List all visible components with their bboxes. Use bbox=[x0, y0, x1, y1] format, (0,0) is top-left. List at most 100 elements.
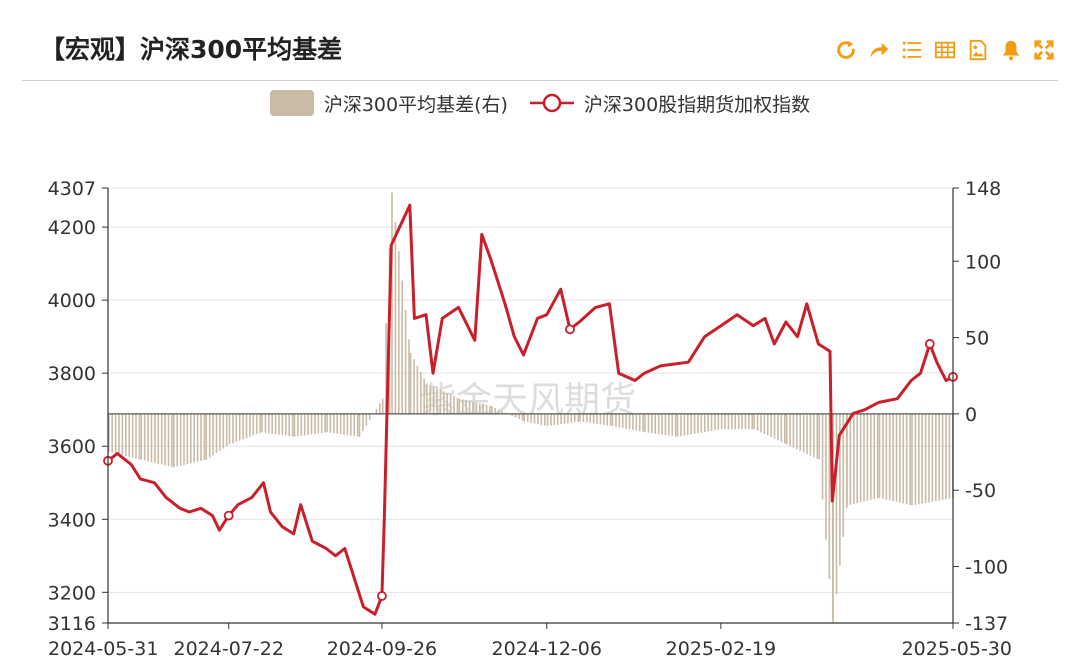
basis-bar bbox=[813, 413, 815, 458]
basis-bar bbox=[579, 413, 581, 422]
basis-bar bbox=[888, 413, 891, 501]
x-tick-label: 2024-12-06 bbox=[492, 638, 602, 660]
basis-bar bbox=[362, 413, 364, 432]
basis-bar bbox=[611, 413, 614, 427]
basis-bar bbox=[945, 413, 947, 500]
basis-bar bbox=[494, 407, 497, 414]
basis-bar bbox=[821, 413, 824, 500]
basis-bar bbox=[668, 413, 670, 436]
legend-item-basis[interactable]: 沪深300平均基差(右) bbox=[269, 90, 508, 117]
basis-bar bbox=[553, 413, 556, 426]
y-right-tick-label: -137 bbox=[965, 613, 1008, 635]
basis-bar bbox=[252, 413, 255, 436]
basis-bar bbox=[596, 413, 598, 424]
x-tick-label: 2024-09-26 bbox=[327, 638, 437, 660]
basis-bar bbox=[300, 413, 303, 436]
x-tick-label: 2025-02-19 bbox=[666, 638, 776, 660]
basis-bar bbox=[866, 413, 869, 501]
bell-icon[interactable] bbox=[999, 38, 1023, 62]
basis-bar bbox=[686, 413, 689, 436]
basis-bar bbox=[401, 280, 404, 414]
basis-bar bbox=[727, 413, 730, 430]
basis-bar bbox=[491, 406, 493, 414]
basis-bar bbox=[592, 413, 595, 424]
y-left-tick-label: 4000 bbox=[48, 290, 96, 312]
expand-icon[interactable] bbox=[1032, 38, 1056, 62]
basis-bar bbox=[219, 413, 221, 451]
basis-bar bbox=[118, 413, 120, 455]
basis-bar bbox=[228, 413, 231, 445]
basis-bar bbox=[905, 413, 908, 505]
basis-bar bbox=[780, 413, 783, 442]
basis-bar bbox=[281, 413, 284, 436]
basis-bar bbox=[346, 413, 349, 436]
basis-bar bbox=[121, 413, 124, 456]
basis-bar bbox=[895, 413, 898, 502]
basis-bar bbox=[676, 413, 679, 437]
list-icon[interactable] bbox=[900, 38, 924, 62]
basis-bar bbox=[693, 413, 696, 434]
refresh-icon[interactable] bbox=[834, 38, 858, 62]
basis-bar bbox=[586, 413, 588, 423]
basis-bar bbox=[918, 413, 920, 505]
basis-bar bbox=[449, 394, 452, 414]
basis-bar bbox=[475, 402, 478, 414]
basis-bar bbox=[303, 413, 306, 436]
basis-bar bbox=[271, 413, 274, 434]
page-title: 【宏观】沪深300平均基差 bbox=[40, 35, 343, 64]
basis-bar bbox=[556, 413, 559, 425]
basis-bar bbox=[724, 413, 726, 430]
basis-bar bbox=[150, 413, 153, 463]
basis-bar bbox=[796, 413, 798, 450]
basis-bar bbox=[720, 413, 723, 430]
basis-bar bbox=[792, 413, 795, 448]
basis-bar bbox=[404, 309, 407, 414]
basis-bar bbox=[336, 413, 339, 434]
basis-bar bbox=[419, 372, 422, 414]
basis-bar bbox=[398, 251, 400, 414]
basis-bar bbox=[131, 413, 134, 458]
basis-bar bbox=[242, 413, 244, 440]
index-line bbox=[107, 203, 954, 616]
basis-bar bbox=[710, 413, 713, 431]
basis-bar bbox=[632, 413, 634, 430]
basis-bar bbox=[429, 384, 432, 414]
basis-bar bbox=[317, 413, 320, 434]
basis-bar bbox=[259, 413, 261, 433]
basis-bar bbox=[625, 413, 627, 429]
basis-bar bbox=[921, 413, 924, 504]
basis-bar bbox=[443, 391, 445, 414]
basis-bar bbox=[766, 413, 769, 436]
basis-bar bbox=[878, 413, 881, 498]
basis-bar bbox=[326, 413, 328, 433]
basis-bar bbox=[651, 413, 653, 434]
chart-header: 【宏观】沪深300平均基差 bbox=[22, 0, 1058, 81]
basis-bar bbox=[523, 413, 526, 422]
basis-bar bbox=[504, 412, 507, 414]
basis-bar bbox=[731, 413, 733, 430]
basis-bar bbox=[818, 413, 820, 460]
share-icon[interactable] bbox=[867, 38, 891, 62]
basis-bar bbox=[343, 413, 345, 435]
basis-bar bbox=[560, 413, 562, 425]
basis-bar bbox=[356, 413, 359, 437]
y-left-tick-label: 4200 bbox=[48, 217, 96, 239]
basis-bar bbox=[203, 413, 206, 461]
basis-bar bbox=[671, 413, 674, 437]
index-marker bbox=[377, 591, 387, 601]
legend-item-index[interactable]: 沪深300股指期货加权指数 bbox=[529, 90, 810, 117]
basis-bar bbox=[690, 413, 692, 435]
basis-bar bbox=[737, 413, 740, 430]
basis-bar bbox=[310, 413, 313, 435]
basis-bar bbox=[339, 413, 342, 435]
basis-bar bbox=[899, 413, 901, 503]
basis-bar bbox=[212, 413, 214, 456]
image-icon[interactable] bbox=[966, 38, 990, 62]
y-left-tick-label: 3116 bbox=[48, 613, 96, 635]
basis-bar bbox=[426, 383, 428, 414]
basis-bar bbox=[832, 413, 834, 623]
table-icon[interactable] bbox=[933, 38, 957, 62]
basis-bar bbox=[320, 413, 323, 433]
basis-bar bbox=[654, 413, 657, 434]
legend-label-basis: 沪深300平均基差(右) bbox=[323, 93, 508, 116]
